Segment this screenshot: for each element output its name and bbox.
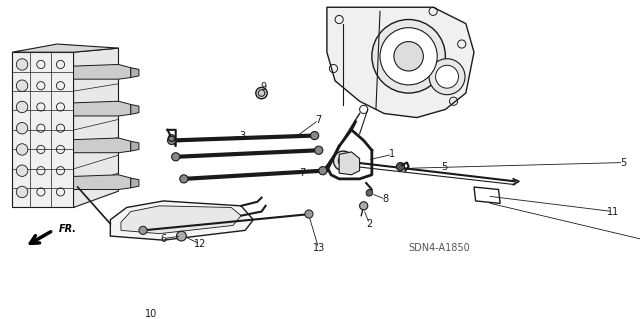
Polygon shape: [74, 175, 131, 189]
Circle shape: [310, 131, 319, 140]
Circle shape: [366, 189, 372, 196]
Text: 12: 12: [194, 239, 207, 249]
Text: 5: 5: [620, 158, 627, 167]
Polygon shape: [110, 201, 253, 240]
Polygon shape: [339, 152, 360, 175]
Circle shape: [17, 122, 28, 134]
Text: FR.: FR.: [59, 224, 77, 234]
Circle shape: [360, 202, 368, 210]
Text: SDN4-A1850: SDN4-A1850: [408, 243, 470, 253]
Polygon shape: [12, 52, 74, 207]
Circle shape: [436, 65, 458, 88]
Polygon shape: [131, 178, 139, 188]
Circle shape: [305, 210, 313, 218]
Circle shape: [172, 153, 180, 161]
Circle shape: [180, 175, 188, 183]
Circle shape: [319, 167, 327, 175]
Circle shape: [315, 146, 323, 154]
Circle shape: [396, 162, 404, 171]
Circle shape: [17, 165, 28, 176]
Circle shape: [256, 87, 268, 99]
Circle shape: [17, 144, 28, 155]
Text: 7: 7: [316, 115, 322, 125]
Polygon shape: [74, 138, 131, 153]
Circle shape: [177, 231, 186, 241]
Polygon shape: [131, 68, 139, 78]
Text: 10: 10: [145, 309, 157, 319]
Text: 11: 11: [607, 207, 619, 217]
Circle shape: [17, 101, 28, 113]
Circle shape: [17, 59, 28, 70]
Circle shape: [333, 151, 353, 171]
Circle shape: [380, 28, 437, 85]
Polygon shape: [131, 105, 139, 114]
Polygon shape: [74, 101, 131, 116]
Circle shape: [394, 41, 423, 71]
Circle shape: [168, 137, 176, 145]
Text: 9: 9: [260, 82, 266, 92]
Polygon shape: [121, 206, 241, 234]
Text: 6: 6: [161, 234, 166, 243]
Polygon shape: [131, 141, 139, 151]
Polygon shape: [74, 48, 118, 207]
Text: 8: 8: [383, 194, 389, 204]
Text: 3: 3: [239, 131, 246, 141]
Polygon shape: [74, 64, 131, 79]
Text: 7: 7: [300, 168, 305, 178]
Circle shape: [17, 80, 28, 92]
Text: 1: 1: [389, 149, 396, 160]
Text: 2: 2: [366, 219, 372, 229]
Polygon shape: [12, 44, 118, 52]
Polygon shape: [327, 7, 474, 118]
Circle shape: [429, 59, 465, 95]
Text: 5: 5: [442, 162, 447, 172]
Circle shape: [372, 19, 445, 93]
Circle shape: [17, 186, 28, 198]
Circle shape: [139, 226, 147, 234]
Text: 13: 13: [312, 243, 325, 253]
